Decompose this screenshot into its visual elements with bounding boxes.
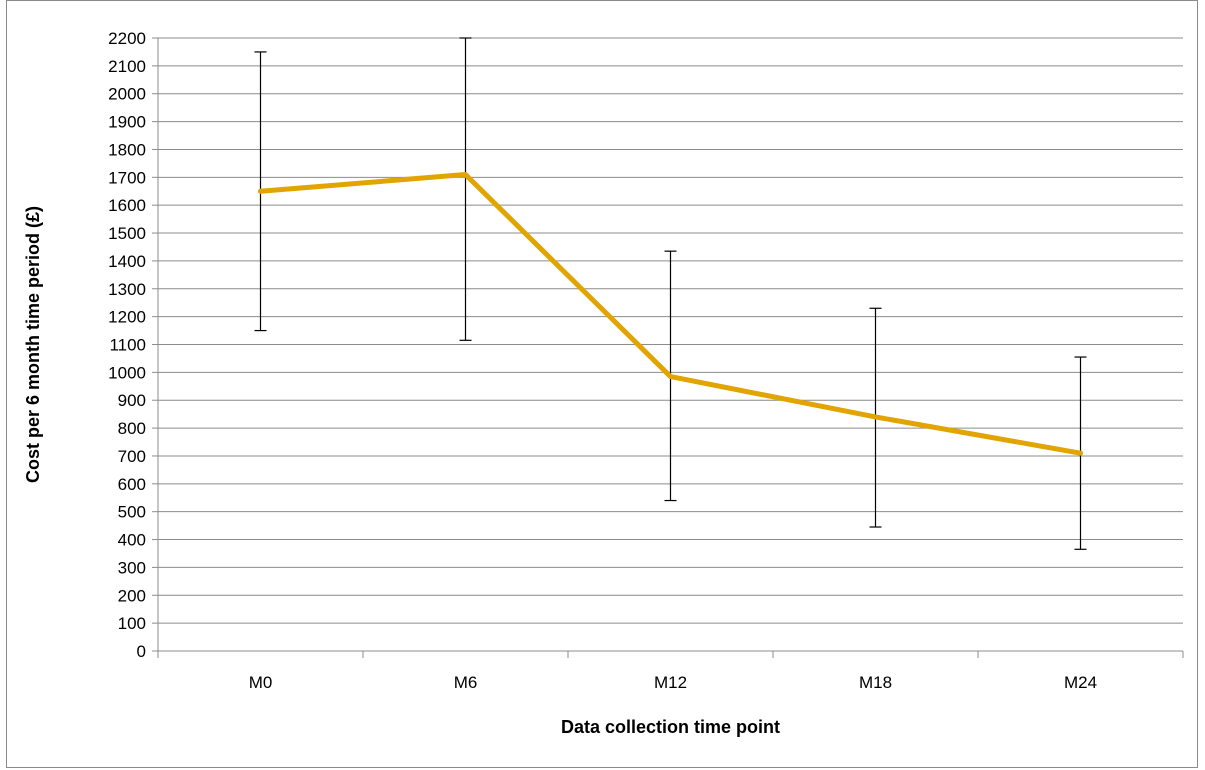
- y-tick-label: 300: [118, 558, 146, 577]
- axes: [152, 37, 1184, 658]
- y-tick-label: 2100: [108, 57, 146, 76]
- series-lines: [258, 172, 1083, 456]
- data-point-M12: [668, 374, 673, 380]
- y-tick-label: 1100: [109, 336, 146, 355]
- y-tick-labels: 0 100 200 300 400 500 600 700 800 900 1000 1100 1200…: [108, 29, 146, 661]
- x-axis-title: Data collection time point: [561, 717, 780, 737]
- y-axis-title: Cost per 6 month time period (£): [23, 206, 43, 483]
- y-tick-label: 2200: [108, 29, 146, 48]
- y-tick-label: 0: [137, 642, 146, 661]
- y-tick-label: 1400: [108, 252, 146, 271]
- x-tick-label: M18: [859, 673, 892, 692]
- y-tick-label: 400: [118, 531, 146, 550]
- y-tick-label: 1300: [108, 280, 146, 299]
- error-bar-M6: [459, 37, 472, 341]
- chart-frame: [6, 0, 1198, 768]
- y-tick-label: 1700: [108, 168, 146, 187]
- y-tick-label: 200: [118, 586, 146, 605]
- data-point-M18: [873, 414, 878, 420]
- x-tick-labels: M0 M6 M12 M18 M24: [249, 673, 1097, 692]
- error-bars: [254, 37, 1087, 550]
- y-tick-label: 2000: [108, 85, 146, 104]
- x-tick-label: M6: [454, 673, 478, 692]
- data-point-M6: [463, 172, 468, 178]
- y-tick-label: 800: [118, 419, 146, 438]
- y-tick-label: 1800: [108, 140, 146, 159]
- data-point-M0: [258, 188, 263, 194]
- y-tick-label: 1900: [108, 113, 146, 132]
- y-tick-label: 1200: [108, 308, 146, 327]
- y-tick-label: 600: [118, 475, 146, 494]
- y-tick-label: 1000: [108, 363, 146, 382]
- y-tick-label: 1500: [108, 224, 146, 243]
- y-tick-label: 100: [118, 614, 146, 633]
- y-tick-label: 700: [118, 447, 146, 466]
- y-tick-label: 900: [118, 391, 146, 410]
- y-tick-label: 500: [118, 503, 146, 522]
- y-tick-label: 1600: [108, 196, 146, 215]
- x-tick-label: M0: [249, 673, 273, 692]
- x-tick-label: M24: [1064, 673, 1097, 692]
- data-point-M24: [1078, 450, 1083, 456]
- x-tick-label: M12: [654, 673, 687, 692]
